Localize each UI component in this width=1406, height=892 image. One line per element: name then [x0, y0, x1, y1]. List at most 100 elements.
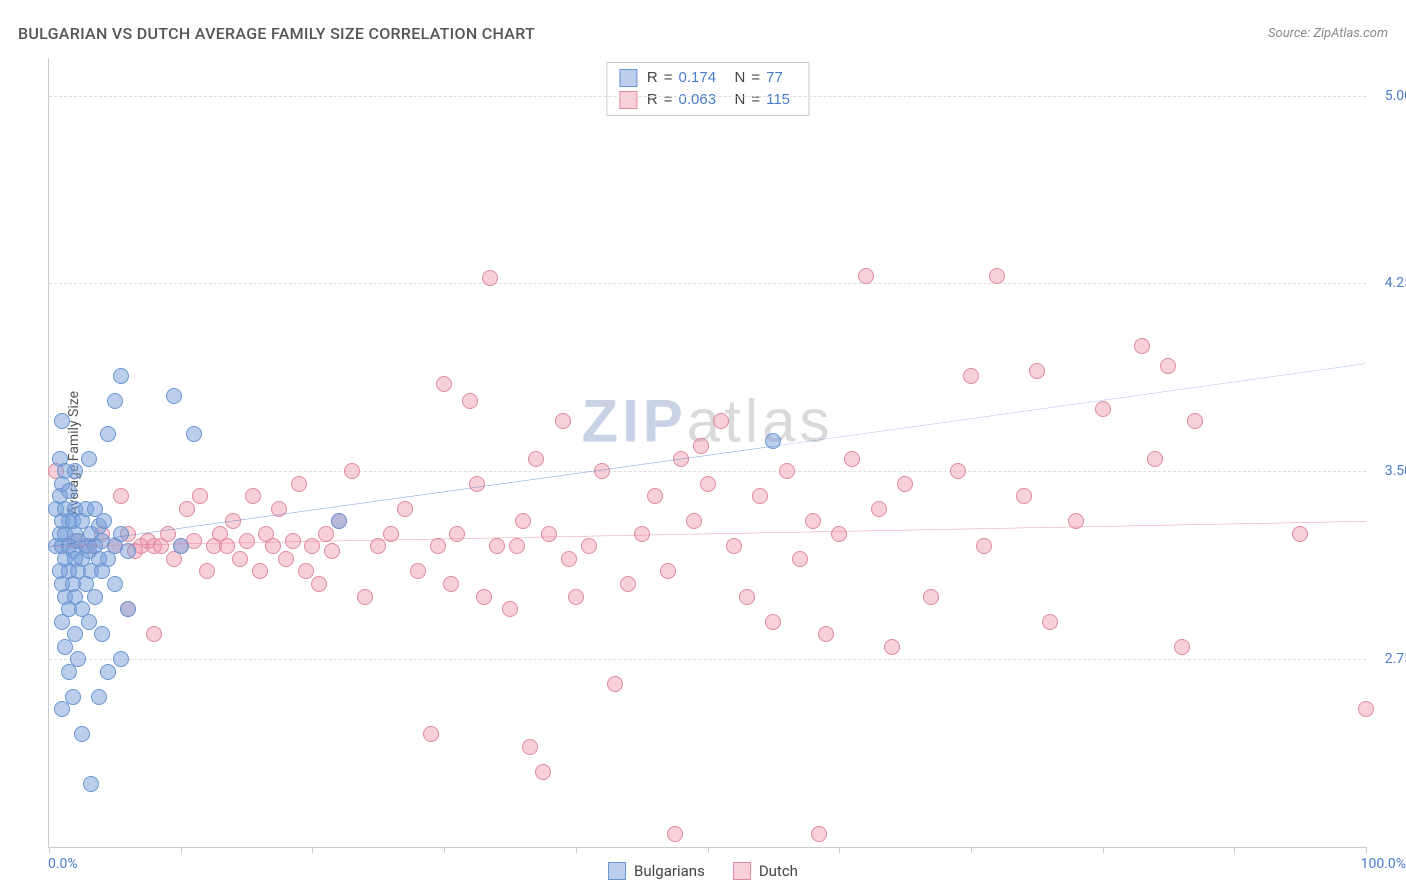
- scatter-point-dutch: [370, 538, 386, 554]
- scatter-point-dutch: [449, 526, 465, 542]
- x-tick: [1366, 847, 1367, 853]
- scatter-point-dutch: [673, 451, 689, 467]
- scatter-point-dutch: [1147, 451, 1163, 467]
- scatter-point-dutch: [989, 268, 1005, 284]
- scatter-point-dutch: [779, 463, 795, 479]
- scatter-point-bulgarians: [166, 388, 182, 404]
- scatter-point-dutch: [271, 501, 287, 517]
- chart-area: Average Family Size ZIPatlas R = 0.174 N…: [48, 58, 1366, 848]
- gridline: [49, 659, 1366, 660]
- swatch-blue-icon: [608, 862, 626, 880]
- gridline: [49, 96, 1366, 97]
- scatter-point-bulgarians: [61, 483, 77, 499]
- scatter-point-dutch: [700, 476, 716, 492]
- scatter-point-dutch: [818, 626, 834, 642]
- plot-region: ZIPatlas R = 0.174 N = 77 R = 0.063 N = …: [48, 58, 1366, 848]
- scatter-point-dutch: [1160, 358, 1176, 374]
- scatter-point-dutch: [265, 538, 281, 554]
- stats-row-bulgarians: R = 0.174 N = 77: [619, 67, 796, 89]
- scatter-point-bulgarians: [120, 543, 136, 559]
- scatter-point-dutch: [113, 488, 129, 504]
- scatter-point-dutch: [522, 739, 538, 755]
- scatter-point-dutch: [443, 576, 459, 592]
- scatter-point-dutch: [311, 576, 327, 592]
- scatter-point-dutch: [245, 488, 261, 504]
- x-tick: [576, 847, 577, 853]
- scatter-point-dutch: [291, 476, 307, 492]
- scatter-point-dutch: [1016, 488, 1032, 504]
- scatter-point-dutch: [792, 551, 808, 567]
- scatter-point-dutch: [713, 413, 729, 429]
- scatter-point-dutch: [726, 538, 742, 554]
- scatter-point-dutch: [160, 526, 176, 542]
- scatter-point-dutch: [976, 538, 992, 554]
- scatter-point-dutch: [765, 614, 781, 630]
- scatter-point-dutch: [232, 551, 248, 567]
- scatter-point-bulgarians: [96, 513, 112, 529]
- scatter-point-dutch: [397, 501, 413, 517]
- scatter-point-dutch: [805, 513, 821, 529]
- scatter-point-dutch: [963, 368, 979, 384]
- scatter-point-dutch: [667, 826, 683, 842]
- scatter-point-dutch: [739, 589, 755, 605]
- scatter-point-dutch: [476, 589, 492, 605]
- scatter-point-dutch: [179, 501, 195, 517]
- x-tick: [839, 847, 840, 853]
- scatter-point-bulgarians: [65, 689, 81, 705]
- scatter-point-dutch: [858, 268, 874, 284]
- trendlines: [49, 58, 1366, 847]
- scatter-point-dutch: [324, 543, 340, 559]
- y-tick-label: 2.75: [1385, 651, 1406, 667]
- scatter-point-dutch: [1068, 513, 1084, 529]
- scatter-point-bulgarians: [100, 664, 116, 680]
- swatch-pink-icon: [619, 91, 637, 109]
- scatter-point-dutch: [192, 488, 208, 504]
- x-tick: [708, 847, 709, 853]
- scatter-point-dutch: [923, 589, 939, 605]
- scatter-point-dutch: [693, 438, 709, 454]
- scatter-point-dutch: [318, 526, 334, 542]
- scatter-point-dutch: [225, 513, 241, 529]
- scatter-point-dutch: [1042, 614, 1058, 630]
- x-axis-min-label: 0.0%: [48, 856, 78, 872]
- scatter-point-dutch: [357, 589, 373, 605]
- scatter-point-bulgarians: [113, 368, 129, 384]
- scatter-point-dutch: [581, 538, 597, 554]
- scatter-point-dutch: [304, 538, 320, 554]
- legend-item-bulgarians: Bulgarians: [608, 862, 705, 880]
- scatter-point-dutch: [1134, 338, 1150, 354]
- scatter-point-dutch: [660, 563, 676, 579]
- scatter-point-dutch: [502, 601, 518, 617]
- scatter-point-bulgarians: [107, 576, 123, 592]
- scatter-point-bulgarians: [765, 433, 781, 449]
- scatter-point-dutch: [515, 513, 531, 529]
- scatter-point-dutch: [1358, 701, 1374, 717]
- x-tick: [49, 847, 50, 853]
- header: BULGARIAN VS DUTCH AVERAGE FAMILY SIZE C…: [18, 24, 1388, 43]
- y-tick-label: 5.00: [1385, 88, 1406, 104]
- scatter-point-dutch: [462, 393, 478, 409]
- scatter-point-dutch: [844, 451, 860, 467]
- scatter-point-dutch: [752, 488, 768, 504]
- x-tick: [181, 847, 182, 853]
- scatter-point-dutch: [871, 501, 887, 517]
- scatter-point-dutch: [831, 526, 847, 542]
- scatter-point-dutch: [219, 538, 235, 554]
- stats-row-dutch: R = 0.063 N = 115: [619, 89, 796, 111]
- scatter-point-bulgarians: [74, 726, 90, 742]
- scatter-point-dutch: [535, 764, 551, 780]
- scatter-point-dutch: [634, 526, 650, 542]
- x-tick: [444, 847, 445, 853]
- scatter-point-dutch: [811, 826, 827, 842]
- x-tick: [971, 847, 972, 853]
- scatter-point-dutch: [897, 476, 913, 492]
- scatter-point-bulgarians: [186, 426, 202, 442]
- scatter-point-bulgarians: [173, 538, 189, 554]
- scatter-point-dutch: [252, 563, 268, 579]
- scatter-point-bulgarians: [83, 776, 99, 792]
- scatter-point-dutch: [1174, 639, 1190, 655]
- scatter-point-dutch: [1187, 413, 1203, 429]
- scatter-point-dutch: [344, 463, 360, 479]
- scatter-point-dutch: [594, 463, 610, 479]
- scatter-point-bulgarians: [100, 426, 116, 442]
